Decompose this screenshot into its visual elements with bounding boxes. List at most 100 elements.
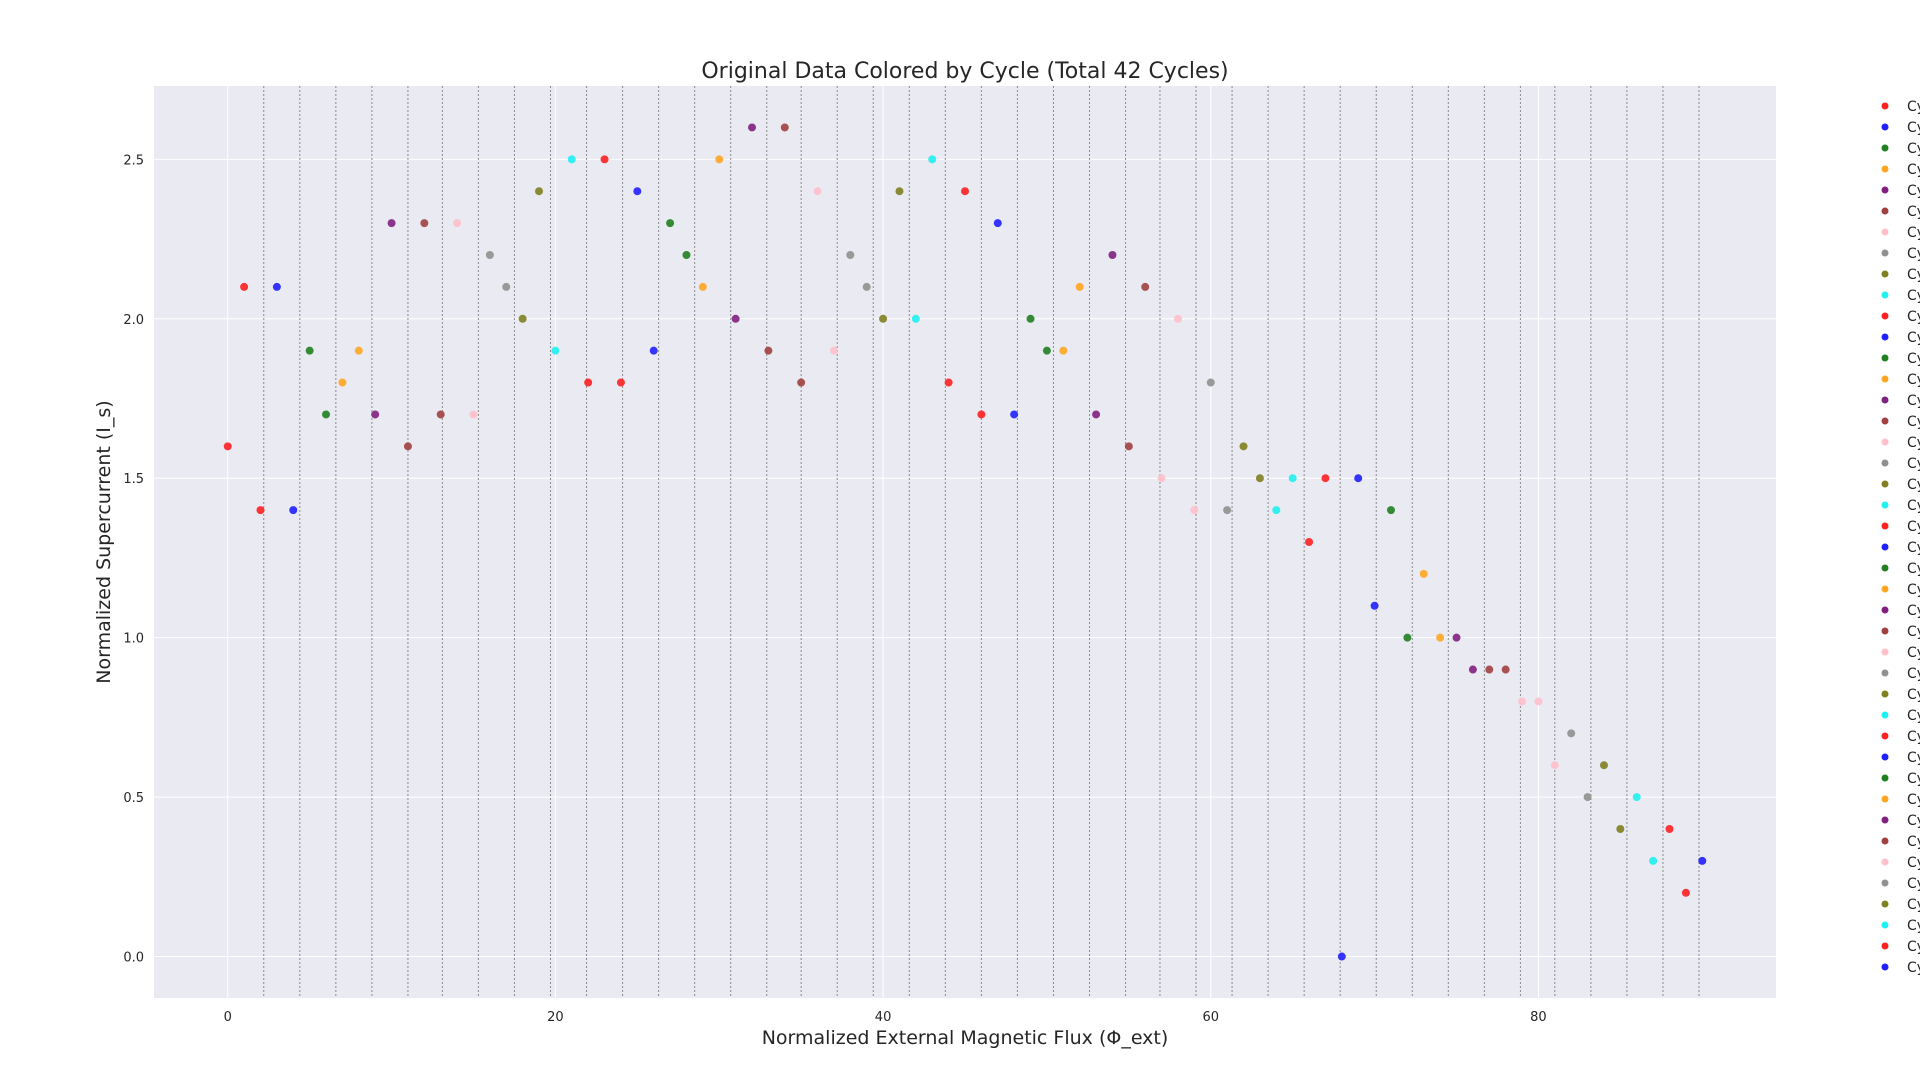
y-tick-label: 2.5 [123,153,144,168]
legend-label: Cyc [1907,687,1920,703]
data-point [895,187,904,196]
data-point [879,314,888,323]
x-tick-label: 60 [1202,1010,1219,1025]
legend-label: Cyc [1907,204,1920,220]
legend-marker [1881,543,1889,551]
legend-label: Cyc [1907,582,1920,598]
grid-lines [154,86,1776,998]
legend-label: Cyc [1907,414,1920,430]
legend-label: Cyc [1907,456,1920,472]
data-point [502,282,511,291]
data-point [1223,506,1232,515]
legend-marker [1881,144,1889,152]
data-point [1354,474,1363,483]
legend-label: Cyc [1907,666,1920,682]
data-point [633,187,642,196]
legend-label: Cyc [1907,498,1920,514]
data-point [289,506,298,515]
data-point [944,378,953,387]
x-tick-label: 80 [1530,1010,1547,1025]
data-point [1092,410,1101,419]
legend-marker [1881,102,1889,110]
data-point [240,282,249,291]
legend-label: Cyc [1907,897,1920,913]
data-point [1501,665,1510,674]
legend-label: Cyc [1907,183,1920,199]
legend-label: Cyc [1907,519,1920,535]
data-point [748,123,757,132]
data-point [551,346,560,355]
legend-label: Cyc [1907,813,1920,829]
legend-label: Cyc [1907,939,1920,955]
x-tick-label: 40 [875,1010,892,1025]
data-point [1386,506,1395,515]
legend-marker [1881,207,1889,215]
data-point [1485,665,1494,674]
legend-label: Cyc [1907,309,1920,325]
legend-marker [1881,669,1889,677]
y-tick-label: 0.0 [123,951,144,966]
data-point [1272,506,1281,515]
data-point [1288,474,1297,483]
x-axis-label: Normalized External Magnetic Flux (Φ_ext… [762,1027,1169,1049]
legend-label: Cyc [1907,603,1920,619]
data-point [649,346,658,355]
y-tick-label: 1.0 [123,632,144,647]
legend-marker [1881,732,1889,740]
y-tick-label: 0.5 [123,791,144,806]
data-point [1583,793,1592,802]
legend-marker [1881,606,1889,614]
legend-marker [1881,711,1889,719]
data-point [387,219,396,228]
data-point [1141,282,1150,291]
legend-label: Cyc [1907,267,1920,283]
data-point [846,251,855,260]
data-point [469,410,478,419]
data-point [1403,633,1412,642]
data-point [436,410,445,419]
legend-marker [1881,522,1889,530]
data-point [1075,282,1084,291]
legend-marker [1881,837,1889,845]
data-point [961,187,969,196]
legend-marker [1881,753,1889,761]
data-point [518,314,527,323]
data-point [1567,729,1576,738]
legend-marker [1881,291,1889,299]
legend-marker [1881,501,1889,509]
data-point [1124,442,1133,451]
data-point [977,410,986,419]
legend-label: Cyc [1907,372,1920,388]
data-point [354,346,363,355]
data-point [1255,474,1264,483]
data-point [223,442,232,451]
data-point [1370,601,1379,610]
legend-marker [1881,942,1889,950]
data-point [1698,856,1707,865]
legend-marker [1881,312,1889,320]
legend-label: Cyc [1907,834,1920,850]
data-point [403,442,412,451]
legend-label: Cyc [1907,708,1920,724]
y-tick-label: 2.0 [123,313,144,328]
data-point [928,155,937,164]
data-point [813,187,822,196]
legend-marker [1881,165,1889,173]
y-tick-label: 1.5 [123,472,144,487]
legend-label: Cyc [1907,792,1920,808]
data-point [600,155,609,164]
data-point [1632,793,1641,802]
data-point [1436,633,1445,642]
data-point [567,155,576,164]
legend-marker [1881,417,1889,425]
legend-label: Cyc [1907,225,1920,241]
legend-marker [1881,816,1889,824]
data-point [1616,824,1625,833]
data-points [223,123,1707,961]
data-point [1190,506,1199,515]
legend-marker [1881,333,1889,341]
legend-marker [1881,564,1889,572]
x-tick-label: 0 [224,1010,232,1025]
data-point [993,219,1002,228]
data-point [1108,251,1117,260]
